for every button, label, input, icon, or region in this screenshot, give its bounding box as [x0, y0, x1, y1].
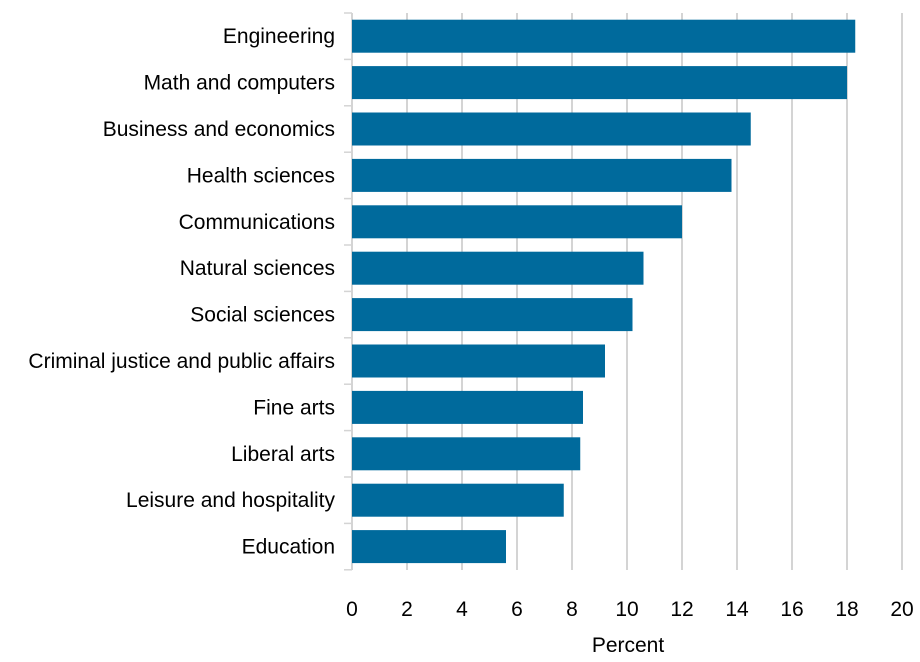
x-tick-labels: 0 2 4 6 8 10 12 14 16 18 20: [346, 598, 914, 621]
x-tick-label: 10: [615, 598, 638, 621]
gridlines: [351, 13, 903, 570]
x-axis-title: Percent: [592, 634, 665, 657]
category-label: Liberal arts: [231, 443, 335, 466]
category-label: Leisure and hospitality: [126, 489, 335, 512]
category-labels: Engineering Math and computers Business an…: [28, 25, 335, 558]
category-ticks: [344, 12, 352, 571]
x-tick-label: 12: [670, 598, 693, 621]
category-label: Education: [242, 536, 335, 559]
x-tick-label: 18: [835, 598, 858, 621]
bars: [352, 19, 856, 564]
bar-math-and-computers: [352, 66, 847, 100]
x-tick-label: 0: [346, 598, 358, 621]
bar-business-and-economics: [352, 112, 751, 146]
x-tick-label: 6: [511, 598, 523, 621]
category-label: Engineering: [223, 25, 335, 48]
category-label: Natural sciences: [180, 257, 335, 280]
category-label: Math and computers: [144, 72, 335, 95]
bar-engineering: [352, 19, 856, 53]
category-label: Business and economics: [103, 118, 335, 141]
bar-criminal-justice-and-public-affairs: [352, 344, 605, 378]
category-label: Social sciences: [190, 304, 335, 327]
x-tick-label: 2: [401, 598, 413, 621]
x-tick-label: 4: [456, 598, 468, 621]
bar-education: [352, 530, 506, 564]
bar-communications: [352, 205, 682, 239]
bar-fine-arts: [352, 390, 583, 424]
bar-health-sciences: [352, 158, 732, 192]
x-tick-label: 20: [890, 598, 913, 621]
x-tick-label: 8: [566, 598, 578, 621]
category-label: Fine arts: [253, 396, 335, 419]
bar-social-sciences: [352, 298, 633, 332]
x-tick-label: 16: [780, 598, 803, 621]
category-label: Communications: [179, 211, 335, 234]
x-tick-label: 14: [725, 598, 749, 621]
category-label: Criminal justice and public affairs: [28, 350, 335, 373]
category-label: Health sciences: [187, 164, 335, 187]
bar-natural-sciences: [352, 251, 644, 285]
bar-liberal-arts: [352, 437, 581, 471]
bar-leisure-and-hospitality: [352, 483, 564, 517]
